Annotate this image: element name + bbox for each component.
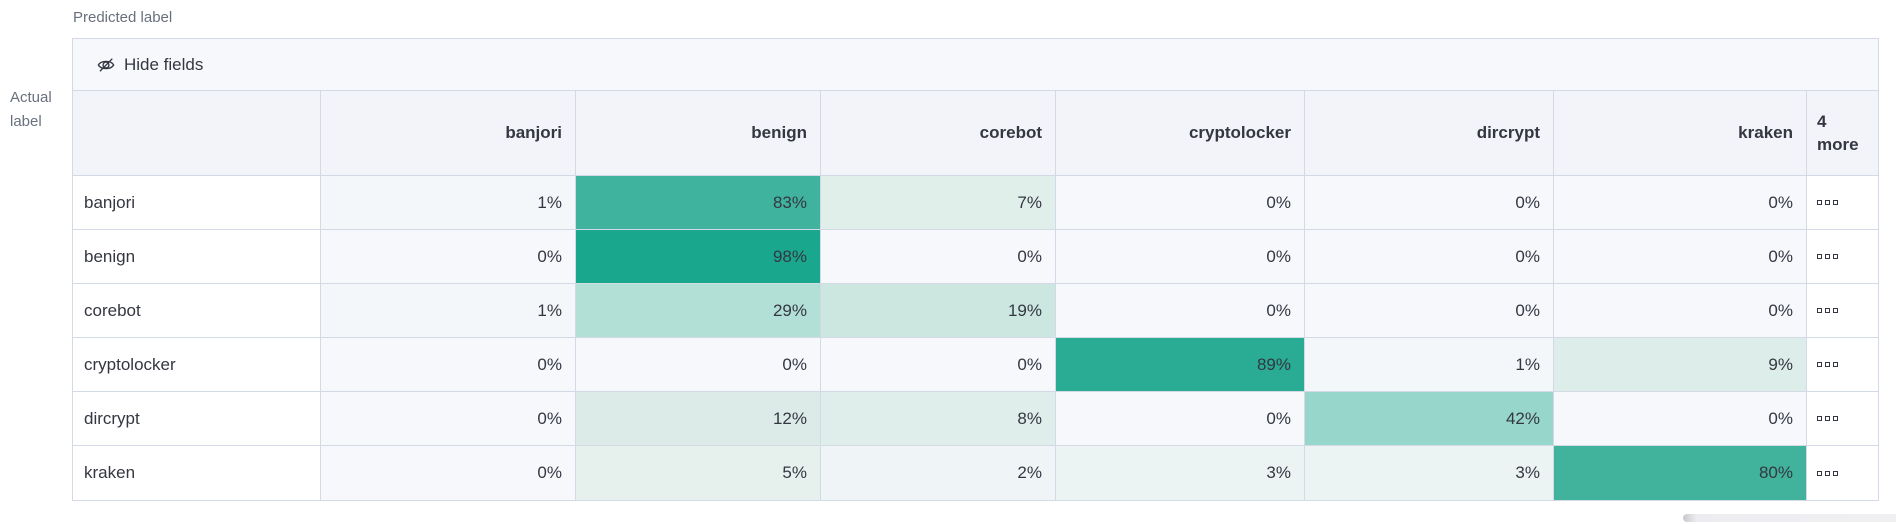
matrix-cell-cryptolocker-dircrypt: 1% <box>1305 338 1554 392</box>
matrix-cell-cryptolocker-banjori: 0% <box>321 338 576 392</box>
boxes-horizontal-icon <box>1833 362 1838 367</box>
matrix-cell-corebot-banjori: 1% <box>321 284 576 338</box>
matrix-cell-kraken-dircrypt: 3% <box>1305 446 1554 500</box>
matrix-cell-banjori-kraken: 0% <box>1554 176 1807 230</box>
boxes-horizontal-icon <box>1817 308 1822 313</box>
matrix-cell-benign-kraken: 0% <box>1554 230 1807 284</box>
row-label-corebot: corebot <box>73 284 321 338</box>
actual-label-line2: label <box>10 113 42 130</box>
more-cell-cryptolocker[interactable] <box>1807 338 1878 392</box>
column-header-benign: benign <box>576 91 821 176</box>
matrix-cell-banjori-cryptolocker: 0% <box>1056 176 1305 230</box>
matrix-cell-benign-dircrypt: 0% <box>1305 230 1554 284</box>
boxes-horizontal-icon <box>1817 470 1822 476</box>
column-header-more[interactable]: 4 more <box>1807 91 1878 176</box>
matrix-cell-dircrypt-banjori: 0% <box>321 392 576 446</box>
column-header-banjori: banjori <box>321 91 576 176</box>
boxes-horizontal-icon <box>1833 308 1838 313</box>
matrix-toolbar: Hide fields <box>73 39 1878 91</box>
boxes-horizontal-icon <box>1817 362 1822 367</box>
boxes-horizontal-icon <box>1825 416 1830 421</box>
matrix-cell-kraken-corebot: 2% <box>821 446 1056 500</box>
matrix-cell-kraken-cryptolocker: 3% <box>1056 446 1305 500</box>
column-header-dircrypt: dircrypt <box>1305 91 1554 176</box>
row-label-kraken: kraken <box>73 446 321 500</box>
more-count: 4 <box>1817 112 1827 131</box>
matrix-cell-cryptolocker-cryptolocker: 89% <box>1056 338 1305 392</box>
matrix-cell-dircrypt-cryptolocker: 0% <box>1056 392 1305 446</box>
horizontal-scrollbar-thumb[interactable] <box>1683 514 1896 522</box>
boxes-horizontal-icon <box>1825 308 1830 313</box>
boxes-horizontal-icon <box>1825 254 1830 259</box>
matrix-cell-corebot-cryptolocker: 0% <box>1056 284 1305 338</box>
more-cell-corebot[interactable] <box>1807 284 1878 338</box>
matrix-cell-benign-benign: 98% <box>576 230 821 284</box>
hide-fields-button[interactable]: Hide fields <box>95 51 205 79</box>
actual-label-line1: Actual <box>10 89 52 106</box>
boxes-horizontal-icon <box>1825 200 1830 205</box>
row-label-benign: benign <box>73 230 321 284</box>
boxes-horizontal-icon <box>1817 254 1822 259</box>
matrix-cell-kraken-banjori: 0% <box>321 446 576 500</box>
hide-fields-label: Hide fields <box>124 54 204 74</box>
matrix-cell-corebot-kraken: 0% <box>1554 284 1807 338</box>
more-label: more <box>1817 135 1859 154</box>
boxes-horizontal-icon <box>1833 416 1838 421</box>
matrix-cell-corebot-benign: 29% <box>576 284 821 338</box>
column-header-kraken: kraken <box>1554 91 1807 176</box>
matrix-cell-banjori-banjori: 1% <box>321 176 576 230</box>
boxes-horizontal-icon <box>1817 200 1822 205</box>
boxes-horizontal-icon <box>1833 254 1838 259</box>
matrix-cell-banjori-benign: 83% <box>576 176 821 230</box>
boxes-horizontal-icon <box>1825 362 1830 367</box>
matrix-corner-cell <box>73 91 321 176</box>
matrix-cell-dircrypt-benign: 12% <box>576 392 821 446</box>
matrix-cell-kraken-benign: 5% <box>576 446 821 500</box>
actual-label: Actual label <box>10 86 68 134</box>
boxes-horizontal-icon <box>1833 470 1838 476</box>
matrix-cell-dircrypt-kraken: 0% <box>1554 392 1807 446</box>
matrix-cell-banjori-corebot: 7% <box>821 176 1056 230</box>
matrix-cell-benign-corebot: 0% <box>821 230 1056 284</box>
row-label-banjori: banjori <box>73 176 321 230</box>
column-header-corebot: corebot <box>821 91 1056 176</box>
boxes-horizontal-icon <box>1833 200 1838 205</box>
eye-closed-icon <box>97 56 115 74</box>
more-cell-kraken[interactable] <box>1807 446 1878 500</box>
matrix-cell-cryptolocker-corebot: 0% <box>821 338 1056 392</box>
matrix-cell-benign-cryptolocker: 0% <box>1056 230 1305 284</box>
matrix-cell-dircrypt-corebot: 8% <box>821 392 1056 446</box>
matrix-cell-banjori-dircrypt: 0% <box>1305 176 1554 230</box>
row-label-cryptolocker: cryptolocker <box>73 338 321 392</box>
matrix-cell-cryptolocker-kraken: 9% <box>1554 338 1807 392</box>
more-cell-dircrypt[interactable] <box>1807 392 1878 446</box>
more-cell-benign[interactable] <box>1807 230 1878 284</box>
matrix-grid: banjori benign corebot cryptolocker dircrypt… <box>73 91 1878 500</box>
row-label-dircrypt: dircrypt <box>73 392 321 446</box>
boxes-horizontal-icon <box>1825 470 1830 476</box>
matrix-cell-kraken-kraken: 80% <box>1554 446 1807 500</box>
matrix-cell-dircrypt-dircrypt: 42% <box>1305 392 1554 446</box>
matrix-cell-corebot-corebot: 19% <box>821 284 1056 338</box>
matrix-cell-cryptolocker-benign: 0% <box>576 338 821 392</box>
matrix-cell-benign-banjori: 0% <box>321 230 576 284</box>
more-cell-banjori[interactable] <box>1807 176 1878 230</box>
confusion-matrix-panel: Hide fields banjori benign corebot cryptolo… <box>72 38 1879 501</box>
boxes-horizontal-icon <box>1817 416 1822 421</box>
column-header-cryptolocker: cryptolocker <box>1056 91 1305 176</box>
predicted-label: Predicted label <box>73 9 173 26</box>
matrix-cell-corebot-dircrypt: 0% <box>1305 284 1554 338</box>
